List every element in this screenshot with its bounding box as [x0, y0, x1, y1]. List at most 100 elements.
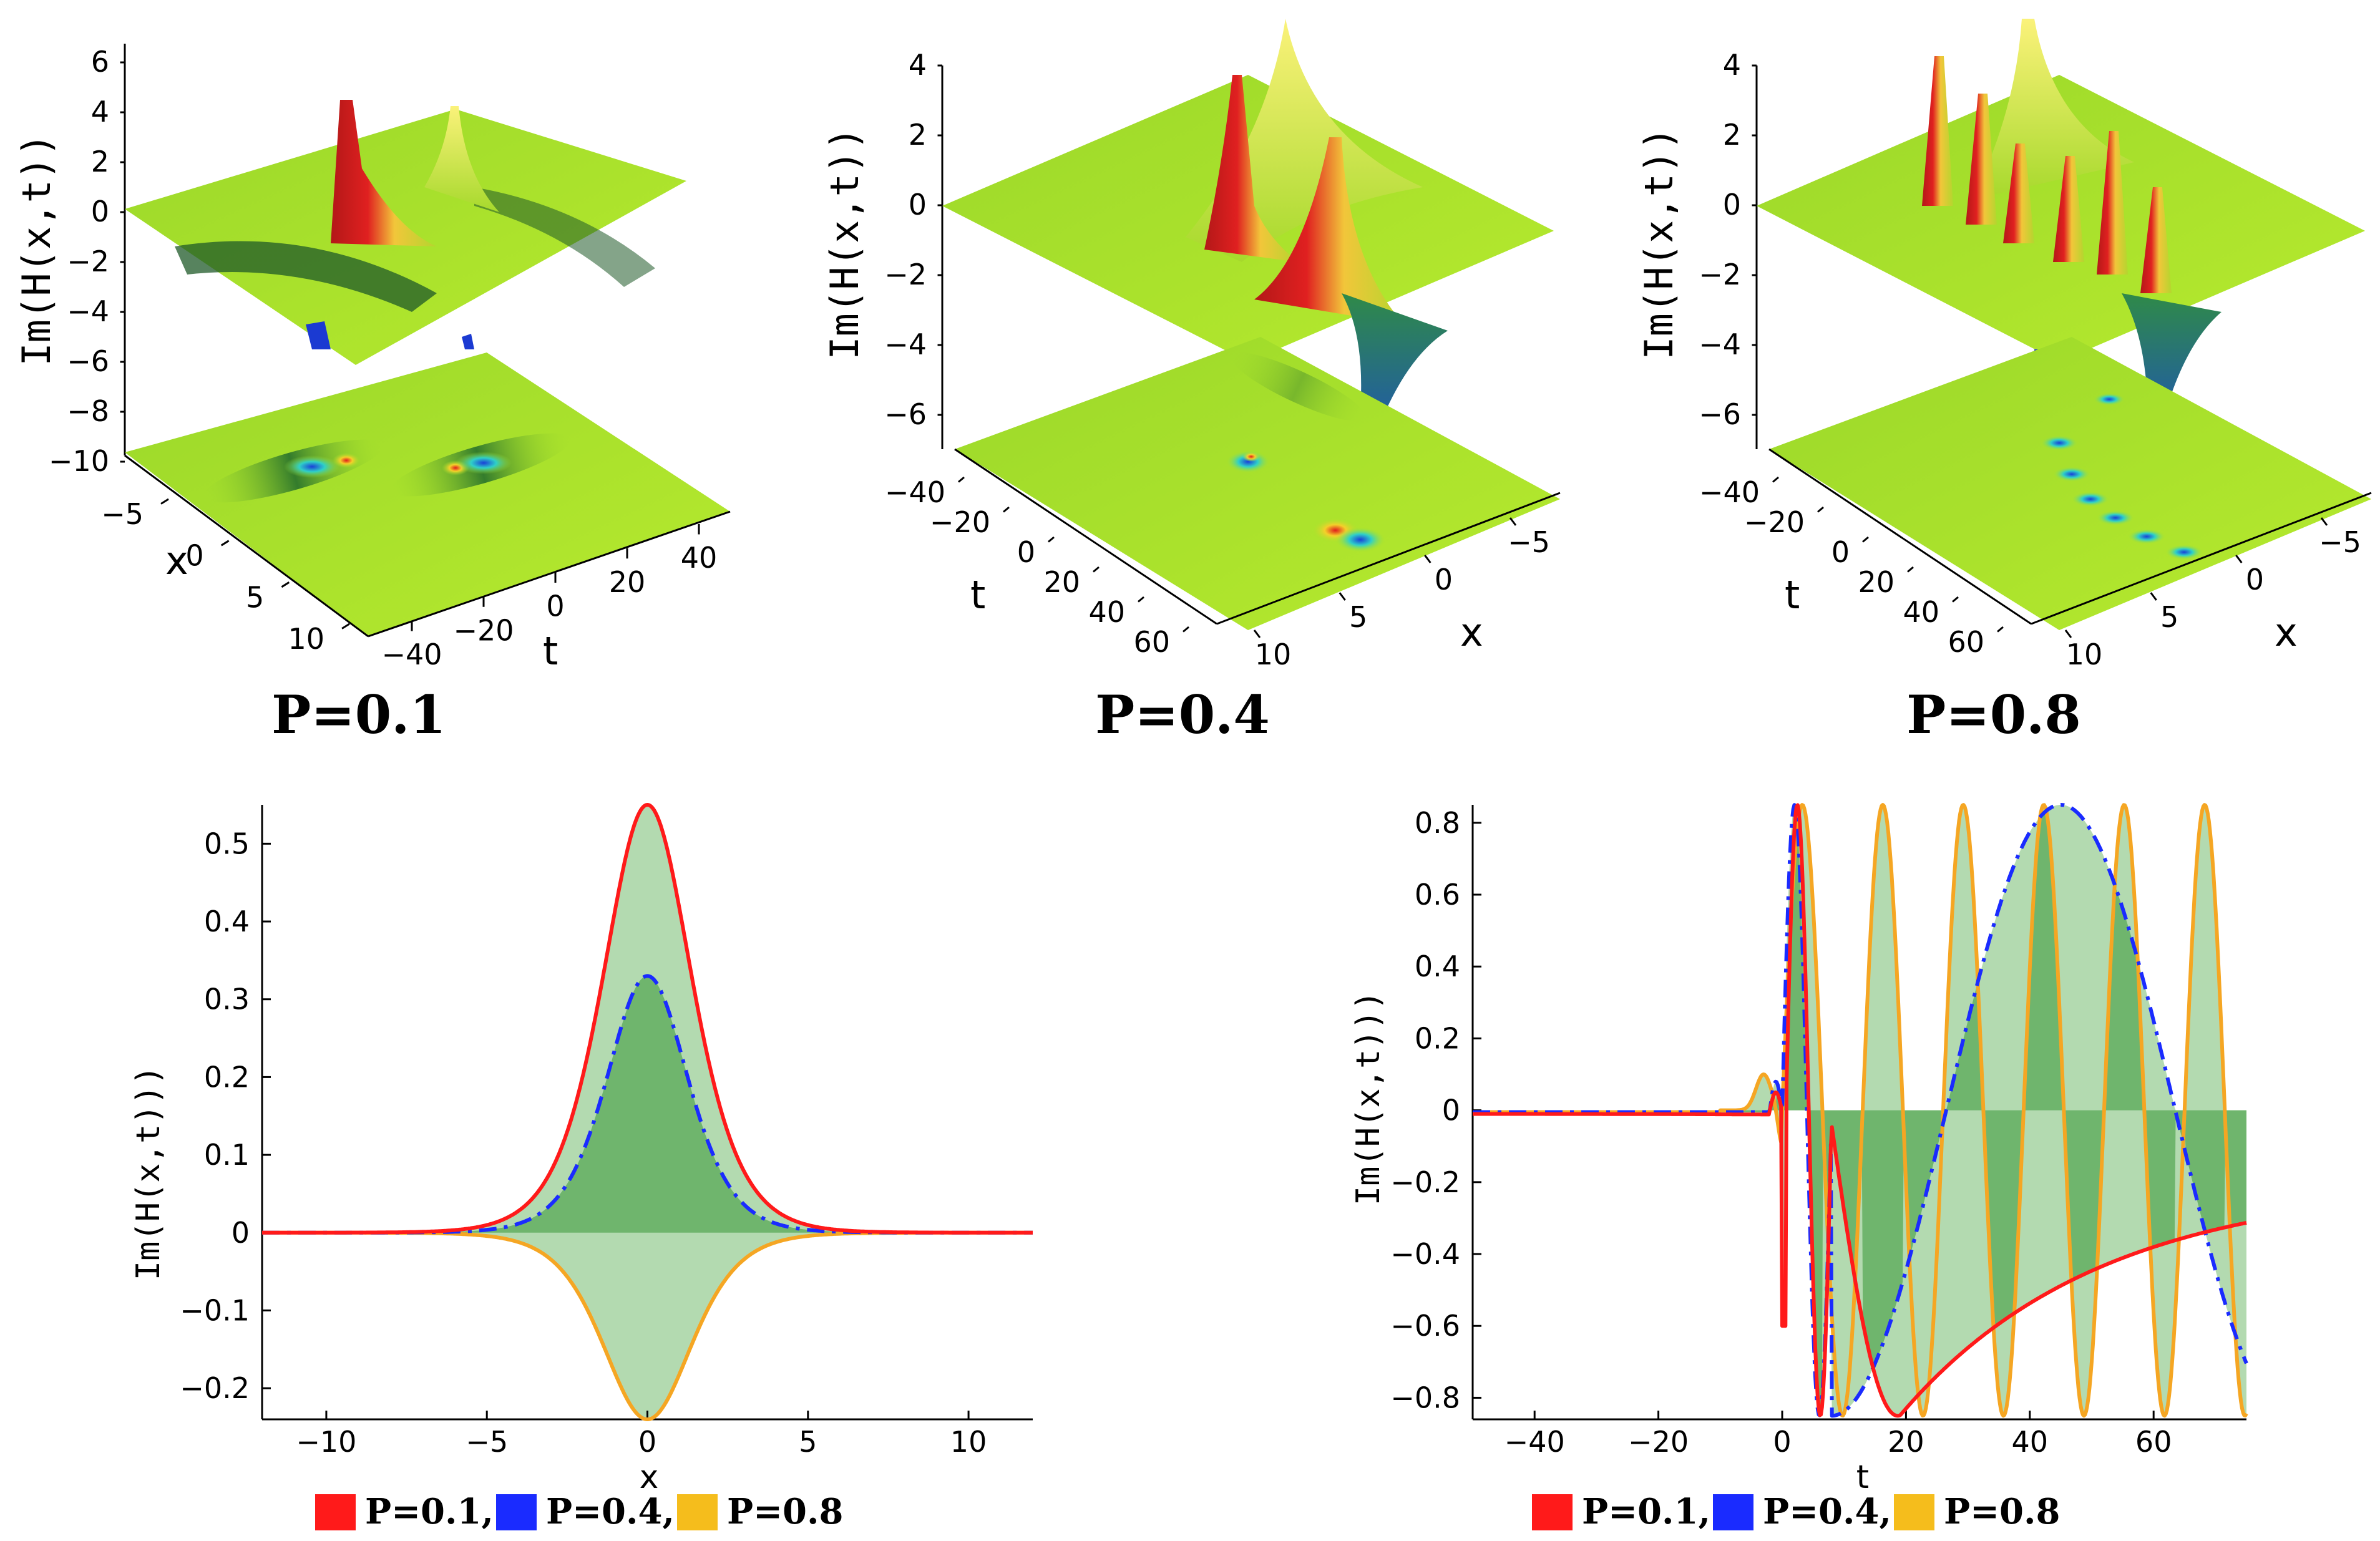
x-tick-label: 60 — [2135, 1425, 2172, 1459]
tick-mark — [1424, 555, 1431, 563]
tick-mark — [1509, 517, 1517, 526]
tick-mark — [1003, 506, 1010, 513]
tick-label: 0 — [1723, 188, 1741, 221]
tick-label: −5 — [2319, 525, 2361, 559]
legend-x: P=0.1, P=0.4, P=0.8 — [315, 1491, 843, 1532]
tick-label: 40 — [1903, 595, 1939, 629]
tick-label: 4 — [909, 48, 927, 82]
tick-label: −40 — [381, 638, 442, 671]
caption-p04: P=0.4 — [1095, 684, 1270, 746]
x-axis-label: x — [1460, 610, 1483, 655]
tick-mark — [2320, 517, 2328, 526]
surface-peak — [1254, 137, 1404, 324]
tick-mark — [1817, 506, 1824, 513]
legend-label-p08: P=0.8 — [1944, 1491, 2060, 1532]
series-line-p01 — [1471, 803, 2248, 1418]
y-tick-label: −0.4 — [1390, 1237, 1460, 1271]
series-line-p01 — [261, 803, 1034, 1235]
legend-swatch-p08 — [677, 1494, 718, 1530]
surface-dip — [306, 321, 331, 349]
tick-mark — [1253, 630, 1261, 638]
x-ticks: −5 0 5 10 — [2064, 517, 2361, 671]
contour-spot — [2097, 510, 2134, 525]
contour-spot — [1335, 527, 1385, 552]
tick-label: −10 — [49, 444, 109, 478]
line-chart-x: −0.2 −0.1 0 0.1 0.2 0.3 0.4 0.5 −10 −5 0 5 10 — [180, 803, 1034, 1459]
tick-label: 10 — [288, 622, 324, 656]
y-tick-label: 0.5 — [204, 827, 250, 860]
contour-band — [1229, 352, 1367, 422]
tick-label: −2 — [884, 258, 927, 291]
y-axis-label: Im(H(x,t))) — [130, 1066, 167, 1280]
y-tick-label: 0.8 — [1415, 806, 1460, 840]
contour-spot — [2094, 393, 2125, 406]
x-axis-line — [1216, 492, 1561, 625]
tick-label: −5 — [101, 497, 144, 531]
y-tick-label: 0 — [1442, 1094, 1460, 1127]
tick-label: 0 — [2246, 563, 2264, 596]
line-chart-t: −0.8 −0.6 −0.4 −0.2 0 0.2 0.4 0.6 0.8 −40 −20 0 20 40… — [1390, 803, 2248, 1459]
tick-label: 4 — [1723, 48, 1741, 82]
surface-peak — [2097, 131, 2128, 275]
z-axis-label: Im(H(x,t)) — [14, 133, 59, 366]
t-axis-line — [1768, 448, 2032, 625]
tick-label: 0 — [1831, 535, 1850, 569]
tick-label: −40 — [885, 475, 945, 509]
tick-mark — [1048, 536, 1055, 543]
surface-peak — [1204, 75, 1298, 262]
tick-label: −6 — [884, 397, 927, 431]
t-axis-label: t — [1785, 572, 1800, 618]
legend-swatch-p08 — [1894, 1494, 1934, 1530]
tick-label: 20 — [1858, 565, 1895, 599]
x-tick-label: 0 — [1773, 1425, 1791, 1459]
tick-label: 60 — [1948, 625, 1984, 659]
t-axis-line — [954, 448, 1217, 625]
legend-label-p04: P=0.4, — [1763, 1491, 1891, 1532]
x-axis-label: x — [165, 538, 188, 583]
tick-label: −4 — [67, 294, 109, 328]
tick-mark — [1183, 626, 1189, 633]
tick-mark — [1138, 596, 1144, 603]
tick-label: 40 — [681, 541, 718, 575]
contour-spot — [456, 452, 512, 474]
tick-label: 0 — [546, 590, 564, 623]
contour-spot — [2128, 529, 2165, 544]
tick-label: −20 — [930, 505, 990, 539]
y-tick-label: 0.3 — [204, 983, 250, 1016]
x-axis-line — [124, 454, 369, 638]
y-tick-label: 0 — [232, 1216, 250, 1250]
z-ticks: 4 2 0 −2 −4 −6 — [884, 48, 942, 431]
x-ticks: −5 0 5 10 — [101, 497, 350, 656]
z-ticks: 4 2 0 −2 −4 −6 — [1699, 48, 1757, 431]
tick-mark — [1997, 626, 2004, 633]
x-tick-label: −40 — [1505, 1425, 1565, 1459]
x-tick-label: 10 — [950, 1425, 987, 1459]
tick-label: −4 — [1699, 328, 1741, 361]
z-ticks: 6 4 2 0 −2 −4 −6 −8 −10 — [49, 45, 125, 478]
contour-spot — [284, 455, 340, 478]
tick-label: 2 — [1723, 118, 1741, 152]
y-axis-label: Im(H(x,t))) — [1350, 991, 1387, 1205]
area-fill-dark — [262, 976, 1033, 1233]
x-tick-label: 5 — [799, 1425, 817, 1459]
surface-peak — [1972, 19, 2134, 200]
tick-label: 6 — [91, 45, 109, 79]
contour-spot — [2072, 492, 2109, 507]
area-fill-dark — [1473, 811, 2246, 1416]
surface-dip — [2122, 293, 2221, 449]
tick-mark — [2150, 592, 2157, 601]
tick-label: 2 — [91, 145, 109, 178]
contour-spot — [2041, 435, 2078, 450]
y-tick-label: 0.6 — [1415, 878, 1460, 911]
legend-swatch-p01 — [315, 1494, 356, 1530]
x-axis-label: t — [1856, 1459, 1869, 1496]
legend-label-p01: P=0.1, — [1582, 1491, 1710, 1532]
x-tick-label: 20 — [1888, 1425, 1924, 1459]
legend-swatch-p04 — [1713, 1494, 1753, 1530]
x-ticks: −5 0 5 10 — [1253, 517, 1550, 671]
tick-label: 5 — [2160, 600, 2178, 634]
y-tick-label: −0.8 — [1390, 1381, 1460, 1414]
t-axis-line — [368, 510, 731, 638]
